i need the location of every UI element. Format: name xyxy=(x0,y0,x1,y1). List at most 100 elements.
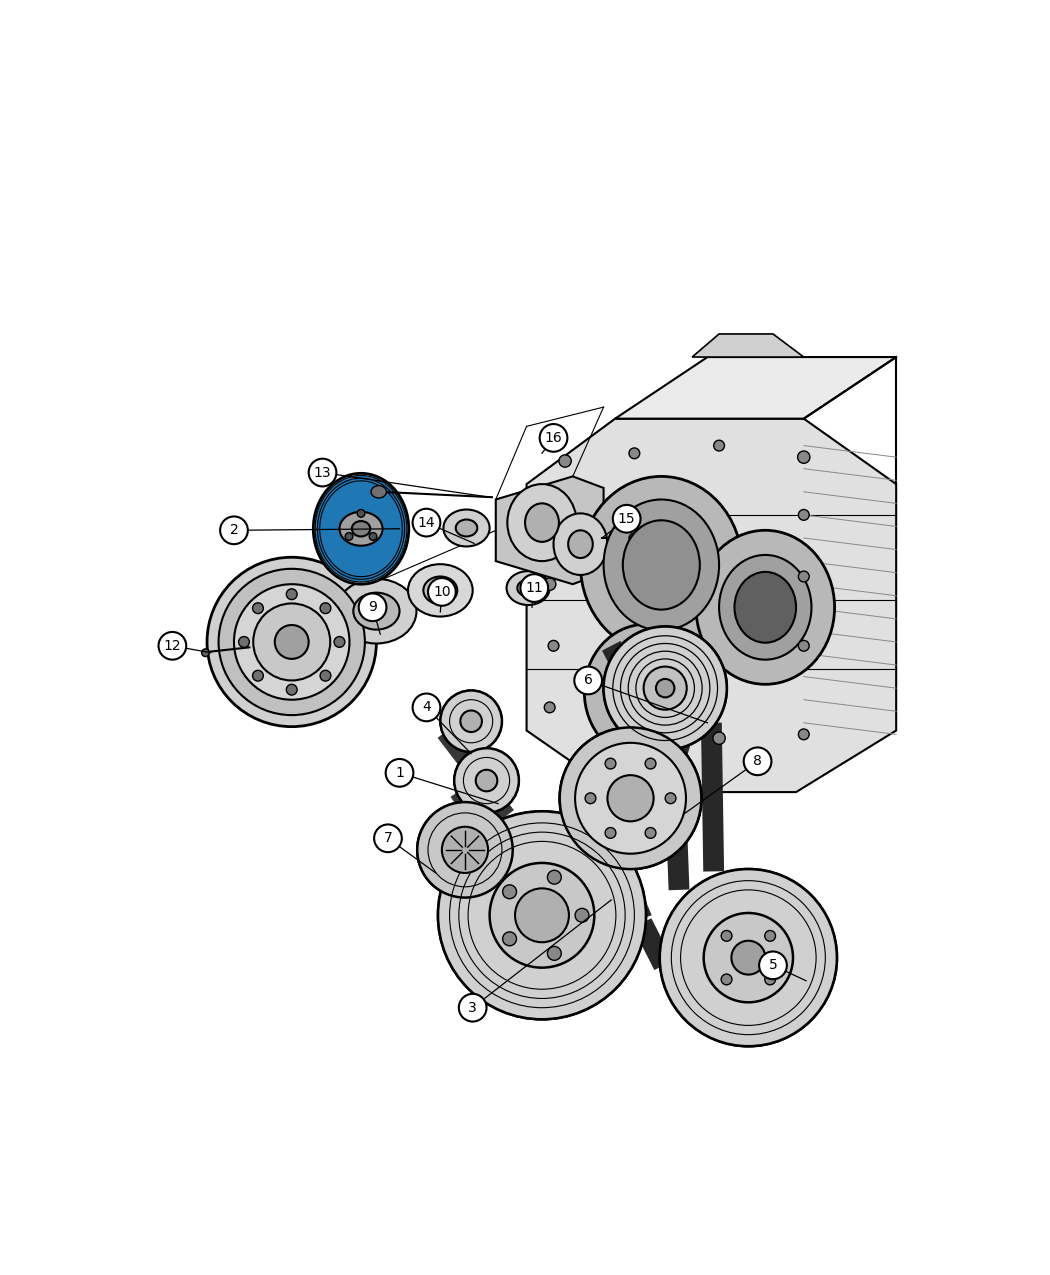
Circle shape xyxy=(575,908,589,922)
Text: 12: 12 xyxy=(164,639,182,653)
Circle shape xyxy=(385,759,414,787)
Circle shape xyxy=(547,946,562,960)
Circle shape xyxy=(659,870,837,1047)
Circle shape xyxy=(514,889,569,942)
Circle shape xyxy=(645,759,656,769)
Ellipse shape xyxy=(734,572,796,643)
Text: 11: 11 xyxy=(525,581,543,595)
Circle shape xyxy=(320,603,331,613)
Circle shape xyxy=(721,974,732,984)
Circle shape xyxy=(468,842,616,989)
Circle shape xyxy=(605,827,616,839)
Circle shape xyxy=(607,775,653,821)
Circle shape xyxy=(460,710,482,732)
Circle shape xyxy=(207,557,376,727)
Ellipse shape xyxy=(313,473,408,584)
Circle shape xyxy=(764,931,776,941)
Ellipse shape xyxy=(339,511,382,546)
Text: 9: 9 xyxy=(369,601,377,615)
Circle shape xyxy=(438,811,646,1019)
Circle shape xyxy=(721,931,732,941)
Circle shape xyxy=(238,636,250,648)
Ellipse shape xyxy=(525,504,559,542)
Circle shape xyxy=(514,889,569,942)
Ellipse shape xyxy=(353,593,399,630)
Circle shape xyxy=(521,574,548,602)
Ellipse shape xyxy=(604,500,719,630)
Circle shape xyxy=(575,743,686,854)
Circle shape xyxy=(666,793,676,803)
Circle shape xyxy=(253,671,264,681)
Circle shape xyxy=(743,747,772,775)
Polygon shape xyxy=(692,334,804,357)
Ellipse shape xyxy=(317,478,404,579)
Circle shape xyxy=(659,870,837,1047)
Circle shape xyxy=(721,974,732,984)
Circle shape xyxy=(764,931,776,941)
Polygon shape xyxy=(496,477,604,584)
Text: 6: 6 xyxy=(584,673,592,687)
Circle shape xyxy=(644,667,687,710)
Circle shape xyxy=(605,827,616,839)
Circle shape xyxy=(645,827,656,839)
Circle shape xyxy=(666,793,676,803)
Ellipse shape xyxy=(456,519,478,537)
Circle shape xyxy=(417,802,512,898)
Circle shape xyxy=(442,826,488,873)
Ellipse shape xyxy=(315,476,407,583)
Circle shape xyxy=(442,826,488,873)
Circle shape xyxy=(449,700,492,743)
Circle shape xyxy=(234,584,350,700)
Text: 5: 5 xyxy=(769,959,777,973)
Circle shape xyxy=(449,822,634,1007)
Circle shape xyxy=(370,533,377,541)
Circle shape xyxy=(320,671,331,681)
Circle shape xyxy=(413,509,440,537)
Circle shape xyxy=(463,757,509,803)
Circle shape xyxy=(459,833,625,998)
Ellipse shape xyxy=(320,481,402,576)
Circle shape xyxy=(613,505,640,533)
Circle shape xyxy=(489,863,594,968)
Circle shape xyxy=(645,759,656,769)
Circle shape xyxy=(547,871,562,884)
Circle shape xyxy=(714,440,724,451)
Ellipse shape xyxy=(518,580,539,597)
Text: 7: 7 xyxy=(383,831,393,845)
Circle shape xyxy=(544,703,555,713)
Circle shape xyxy=(287,685,297,695)
Text: 3: 3 xyxy=(468,1001,477,1015)
Text: 8: 8 xyxy=(753,755,762,769)
Circle shape xyxy=(713,732,726,745)
Circle shape xyxy=(656,678,674,697)
Circle shape xyxy=(764,974,776,984)
Circle shape xyxy=(345,533,353,541)
Circle shape xyxy=(605,759,616,769)
Ellipse shape xyxy=(507,484,576,561)
Circle shape xyxy=(374,825,402,852)
Circle shape xyxy=(607,775,653,821)
Ellipse shape xyxy=(423,576,458,604)
Ellipse shape xyxy=(568,530,593,558)
Circle shape xyxy=(455,748,519,813)
Circle shape xyxy=(503,932,517,946)
Circle shape xyxy=(548,640,559,652)
Circle shape xyxy=(202,649,209,657)
Circle shape xyxy=(440,691,502,752)
Circle shape xyxy=(605,759,616,769)
Text: 2: 2 xyxy=(230,523,238,537)
Circle shape xyxy=(275,625,309,659)
Circle shape xyxy=(357,510,365,518)
Circle shape xyxy=(644,667,687,710)
Circle shape xyxy=(559,455,571,467)
Ellipse shape xyxy=(629,533,643,543)
Circle shape xyxy=(798,451,810,463)
Circle shape xyxy=(656,678,674,697)
Circle shape xyxy=(253,603,330,681)
Circle shape xyxy=(253,603,264,613)
Circle shape xyxy=(438,811,646,1019)
Circle shape xyxy=(455,748,519,813)
Ellipse shape xyxy=(352,521,371,537)
Circle shape xyxy=(359,593,386,621)
Polygon shape xyxy=(527,418,897,792)
